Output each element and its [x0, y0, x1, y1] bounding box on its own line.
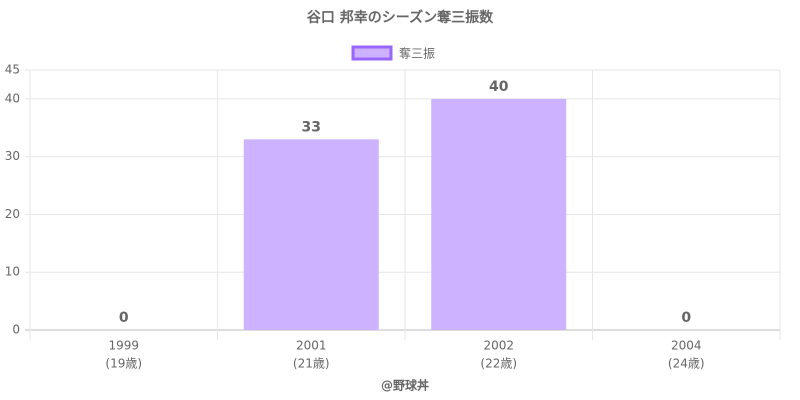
legend-label: 奪三振	[399, 46, 435, 61]
data-label: 0	[681, 310, 691, 326]
x-tick-label: 2004	[671, 339, 702, 353]
y-tick-label: 0	[12, 323, 20, 337]
y-tick-label: 10	[5, 265, 20, 279]
legend-swatch	[351, 45, 393, 61]
data-label: 0	[119, 310, 129, 326]
x-tick-label: (24歳)	[668, 357, 705, 371]
bar	[243, 139, 379, 330]
x-tick-label: 1999	[108, 339, 139, 353]
data-label: 33	[302, 119, 321, 135]
y-tick-label: 20	[5, 207, 20, 221]
data-label: 40	[489, 79, 509, 95]
y-tick-label: 45	[5, 63, 20, 77]
x-tick-label: (19歳)	[105, 357, 142, 371]
x-tick-label: (22歳)	[480, 357, 517, 371]
chart-title: 谷口 邦幸のシーズン奪三振数	[307, 9, 494, 26]
x-tick-label: 2002	[483, 339, 514, 353]
y-tick-label: 30	[5, 149, 20, 163]
x-axis-title: @野球丼	[381, 378, 429, 393]
y-tick-label: 40	[5, 91, 20, 105]
bar	[431, 98, 567, 330]
x-tick-label: (21歳)	[293, 357, 330, 371]
x-tick-label: 2001	[296, 339, 327, 353]
